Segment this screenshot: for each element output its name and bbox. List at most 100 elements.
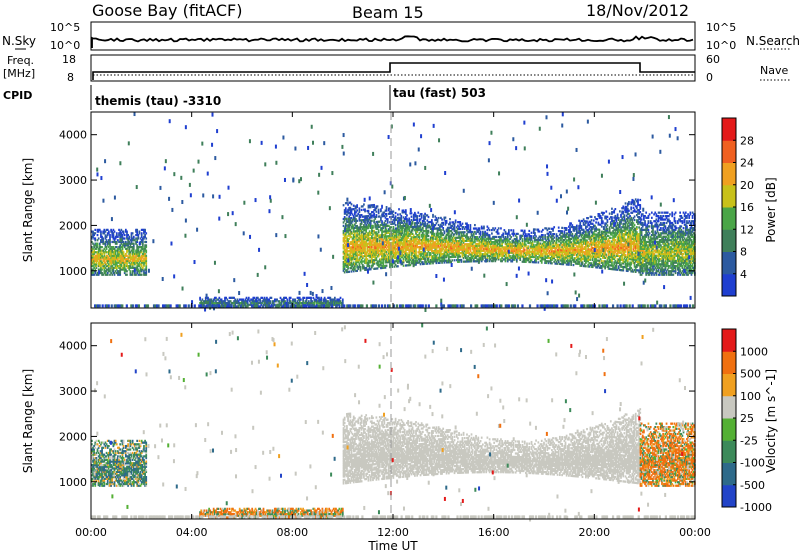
echo-cell [369,242,372,245]
echo-cell [358,265,361,269]
echo-cell [357,266,360,269]
echo-cell [347,239,349,242]
echo-cell [355,250,357,254]
echo-cell [117,247,119,250]
echo-cell [145,240,148,244]
echo-cell [366,263,369,266]
echo-cell [378,258,381,261]
echo-cell [103,261,106,264]
echo-cell [310,301,312,305]
echo-cell [491,232,493,235]
echo-cell [140,270,143,273]
echo-cell [247,303,250,306]
echo-cell [374,238,377,241]
echo-cell [366,227,369,230]
echo-cell [122,251,125,254]
echo-cell [123,254,126,257]
echo-cell [332,298,335,301]
echo-cell [213,301,216,305]
echo-cell [117,264,119,268]
echo-cell [106,261,109,264]
echo-cell [380,210,382,213]
echo-cell [497,227,500,230]
echo-cell [230,305,233,308]
echo-cell [204,301,207,305]
echo-cell [120,256,123,259]
echo-cell [350,251,353,254]
echo-cell [361,260,364,263]
echo-cell [105,273,108,276]
echo-cell [344,226,347,229]
echo-cell [110,254,112,257]
echo-cell [98,259,101,263]
echo-cell [360,229,363,232]
echo-cell [143,259,145,263]
echo-cell [124,230,127,233]
echo-cell [314,305,317,308]
echo-cell [364,248,366,251]
echo-cell [358,248,361,251]
echo-cell [369,226,372,229]
echo-cell [124,247,127,250]
echo-cell [340,301,343,305]
echo-cell [100,270,102,273]
echo-cell [350,208,353,211]
echo-cell [374,226,377,229]
echo-cell [101,263,103,266]
echo-cell [119,249,122,252]
echo-cell [283,300,285,303]
echo-cell [356,242,358,245]
echo-cell [103,232,106,235]
echo-cell [347,208,349,211]
echo-cell [106,232,109,235]
echo-cell [119,230,122,233]
echo-cell [263,303,266,306]
echo-cell [360,245,363,248]
echo-cell [256,303,259,306]
echo-cell [113,266,116,269]
echo-cell [109,270,111,273]
echo-cell [113,259,116,263]
echo-cell [359,260,362,263]
echo-cell [97,273,100,276]
echo-cell [113,261,116,264]
echo-cell [121,266,124,269]
echo-cell [353,226,356,230]
echo-cell [138,263,141,266]
echo-cell [364,208,366,211]
echo-cell [369,252,372,255]
echo-cell [335,301,337,305]
echo-cell [111,240,114,244]
echo-cell [93,256,95,259]
echo-cell [120,252,123,256]
echo-cell [352,228,355,231]
echo-cell [469,224,472,227]
echo-cell [357,254,360,257]
echo-cell [98,261,101,264]
echo-cell [97,268,100,271]
echo-cell [300,298,302,301]
echo-cell [383,214,386,218]
echo-cell [333,298,336,301]
echo-cell [119,244,122,247]
echo-cell [373,259,375,262]
echo-cell [346,265,348,268]
echo-cell [144,268,146,271]
echo-cell [348,212,351,215]
echo-cell [95,246,98,249]
echo-cell [238,301,241,305]
echo-cell [264,305,267,308]
echo-cell [264,298,267,301]
echo-cell [347,210,349,213]
echo-cell [380,237,382,240]
echo-cell [119,259,122,263]
echo-cell [97,261,100,264]
echo-cell [101,235,103,238]
echo-cell [251,301,254,305]
echo-cell [364,261,366,265]
echo-cell [93,261,95,264]
echo-cell [367,232,370,235]
echo-cell [351,227,354,230]
echo-cell [222,301,225,305]
echo-cell [397,213,399,216]
